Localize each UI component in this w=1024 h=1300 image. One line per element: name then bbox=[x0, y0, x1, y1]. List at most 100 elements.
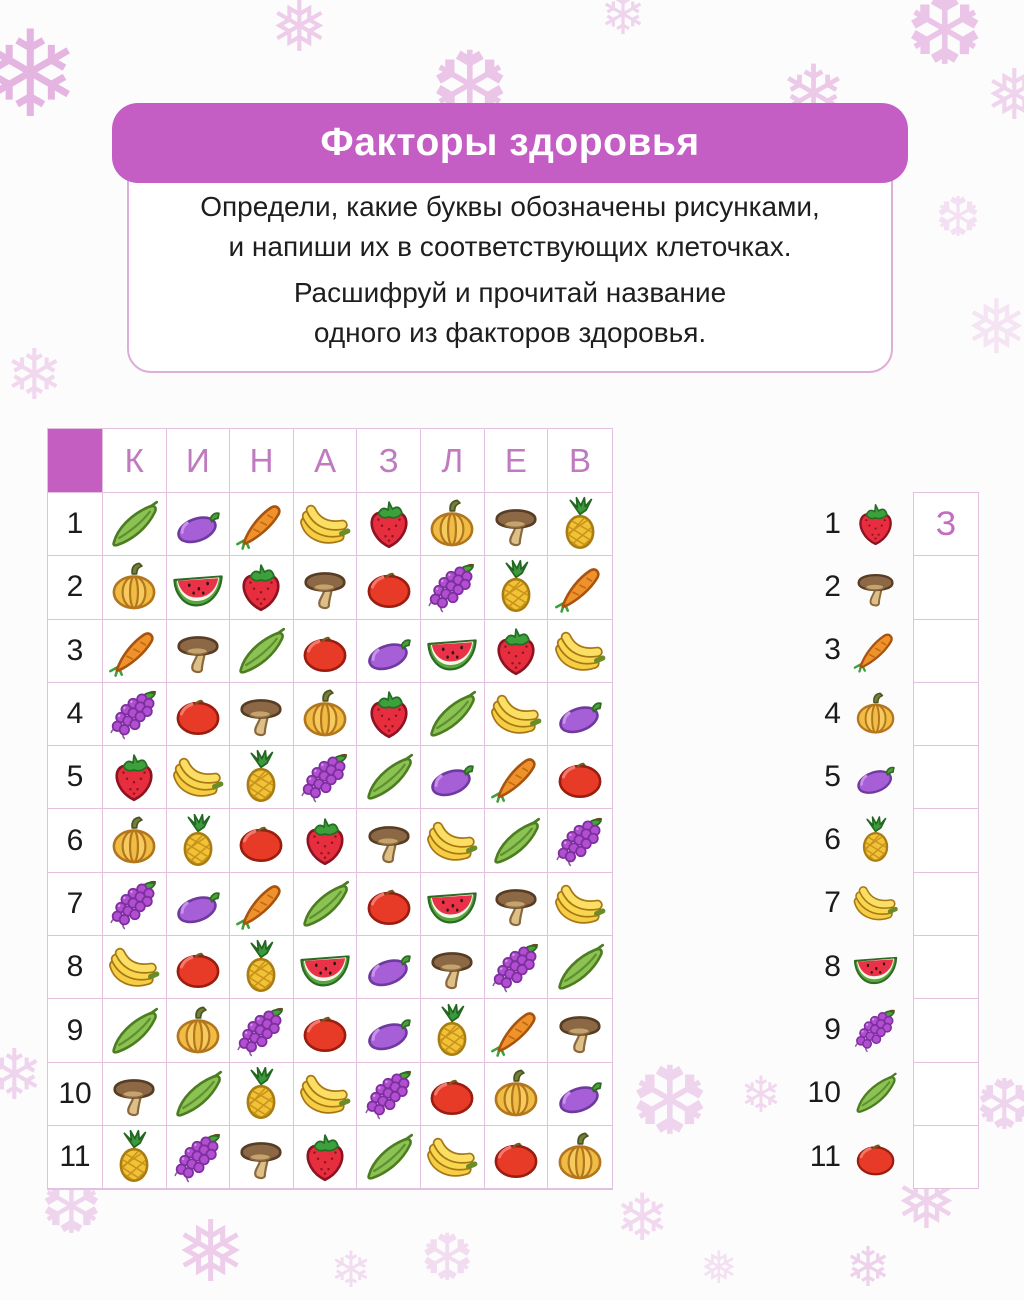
grid-cell-r11-c1 bbox=[103, 1125, 167, 1190]
grapes-icon bbox=[488, 939, 544, 995]
grid-cell-r3-c1 bbox=[103, 619, 167, 683]
row-number-10: 10 bbox=[48, 1062, 103, 1126]
eggplant-icon bbox=[361, 623, 417, 679]
carrot-icon bbox=[106, 623, 162, 679]
answer-cell-11[interactable] bbox=[914, 1126, 978, 1188]
grid-cell-r11-c3 bbox=[230, 1125, 294, 1190]
answer-cell-3[interactable] bbox=[914, 620, 978, 683]
grid-cell-r4-c2 bbox=[166, 682, 231, 747]
grid-cell-r6-c4 bbox=[293, 809, 358, 873]
grid-cell-r3-c4 bbox=[293, 619, 358, 683]
answer-row-number: 11 bbox=[809, 1139, 841, 1173]
row-number-11: 11 bbox=[48, 1125, 103, 1190]
answer-row-number: 3 bbox=[824, 633, 841, 667]
eggplant-icon bbox=[170, 496, 226, 552]
answer-row-2: 2 bbox=[780, 555, 900, 618]
snowflake-icon: ❆ bbox=[905, 0, 985, 85]
snowflake-icon: ❄ bbox=[845, 1236, 892, 1298]
grid-cell-r1-c7 bbox=[484, 493, 549, 557]
grid-cell-r1-c2 bbox=[166, 493, 231, 557]
grapes-icon bbox=[233, 1003, 289, 1059]
eggplant-icon bbox=[552, 686, 608, 742]
grid-cell-r9-c3 bbox=[230, 999, 294, 1063]
tomato-icon bbox=[552, 749, 608, 805]
pineapple-icon bbox=[170, 813, 226, 869]
grid-cell-r5-c8 bbox=[548, 746, 612, 810]
answer-row-10: 10 bbox=[780, 1062, 900, 1125]
pea-pod-icon bbox=[552, 939, 608, 995]
answer-row-5: 5 bbox=[780, 745, 900, 808]
grid-cell-r2-c7 bbox=[484, 556, 549, 620]
row-number-4: 4 bbox=[48, 682, 103, 747]
snowflake-icon: ❆ bbox=[935, 186, 982, 248]
grid-cell-r8-c2 bbox=[166, 936, 231, 1000]
row-number-7: 7 bbox=[48, 872, 103, 937]
grid-cell-r8-c7 bbox=[484, 936, 549, 1000]
title-banner: Факторы здоровья bbox=[112, 103, 908, 183]
grid-cell-r9-c4 bbox=[293, 999, 358, 1063]
grid-cell-r3-c5 bbox=[357, 619, 421, 683]
grid-cell-r7-c1 bbox=[103, 872, 167, 937]
eggplant-icon bbox=[361, 939, 417, 995]
grid-cell-r2-c1 bbox=[103, 556, 167, 620]
answer-cell-9[interactable] bbox=[914, 999, 978, 1063]
grid-cell-r8-c4 bbox=[293, 936, 358, 1000]
answer-cell-2[interactable] bbox=[914, 556, 978, 620]
instruction-line-1: Определи, какие буквы обозначены рисунка… bbox=[200, 191, 820, 222]
grid-cell-r5-c5 bbox=[357, 746, 421, 810]
answer-row-number: 1 bbox=[824, 506, 841, 540]
answer-cell-4[interactable] bbox=[914, 683, 978, 747]
answer-row-11: 11 bbox=[780, 1125, 900, 1188]
grid-cell-r7-c4 bbox=[293, 872, 358, 937]
tomato-icon bbox=[297, 1003, 353, 1059]
eggplant-icon bbox=[361, 1003, 417, 1059]
answer-cell-7[interactable] bbox=[914, 873, 978, 937]
page-title: Факторы здоровья bbox=[320, 121, 700, 164]
snowflake-icon: ❆ bbox=[420, 1221, 475, 1294]
grid-cell-r3-c6 bbox=[420, 619, 485, 683]
grapes-icon bbox=[106, 686, 162, 742]
answer-cell-10[interactable] bbox=[914, 1063, 978, 1126]
pea-pod-icon bbox=[361, 749, 417, 805]
answer-cell-5[interactable] bbox=[914, 746, 978, 810]
row-number-1: 1 bbox=[48, 493, 103, 557]
tomato-icon bbox=[488, 1129, 544, 1185]
answer-cell-6[interactable] bbox=[914, 809, 978, 873]
grid-cell-r2-c6 bbox=[420, 556, 485, 620]
eggplant-icon bbox=[552, 1066, 608, 1122]
watermelon-icon bbox=[424, 623, 480, 679]
bananas-icon bbox=[424, 813, 480, 869]
bananas-icon bbox=[170, 749, 226, 805]
grid-cell-r1-c1 bbox=[103, 493, 167, 557]
letter-grid: К И Н А З Л Е В 1 2 3 4 5 6 7 8 9 10 11 bbox=[47, 428, 613, 1191]
mushroom-icon bbox=[424, 939, 480, 995]
answer-cell-8[interactable] bbox=[914, 936, 978, 1000]
row-number-8: 8 bbox=[48, 936, 103, 1000]
pumpkin-icon bbox=[297, 686, 353, 742]
grapes-icon bbox=[361, 1066, 417, 1122]
answer-cell-1[interactable]: З bbox=[914, 493, 978, 557]
row-number-3: 3 bbox=[48, 619, 103, 683]
pineapple-icon bbox=[424, 1003, 480, 1059]
grid-cell-r3-c8 bbox=[548, 619, 612, 683]
grid-cell-r6-c8 bbox=[548, 809, 612, 873]
bananas-icon bbox=[851, 878, 900, 928]
pea-pod-icon bbox=[851, 1068, 900, 1118]
carrot-icon bbox=[552, 559, 608, 615]
answer-cells-column: З bbox=[913, 492, 979, 1190]
answer-row-6: 6 bbox=[780, 809, 900, 872]
pumpkin-icon bbox=[106, 813, 162, 869]
watermelon-icon bbox=[851, 942, 900, 992]
grid-cell-r11-c5 bbox=[357, 1125, 421, 1190]
column-letter-5: З bbox=[357, 429, 421, 493]
grid-cell-r1-c4 bbox=[293, 493, 358, 557]
grid-cell-r4-c8 bbox=[548, 682, 612, 747]
grid-cell-r6-c6 bbox=[420, 809, 485, 873]
grid-cell-r1-c5 bbox=[357, 493, 421, 557]
grid-cell-r5-c1 bbox=[103, 746, 167, 810]
carrot-icon bbox=[233, 496, 289, 552]
grid-cell-r11-c7 bbox=[484, 1125, 549, 1190]
watermelon-icon bbox=[170, 559, 226, 615]
grid-cell-r5-c4 bbox=[293, 746, 358, 810]
